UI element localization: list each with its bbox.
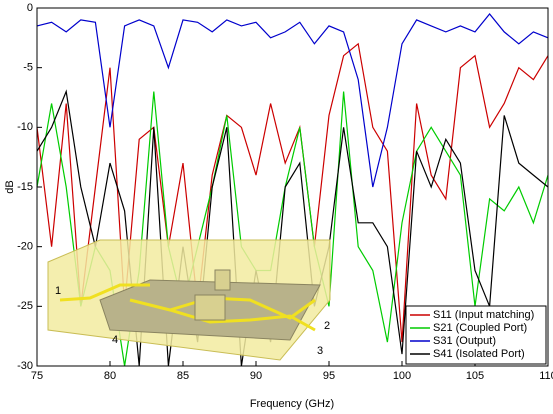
x-tick-label: 95: [323, 370, 335, 382]
chart: Frequency (GHz) dB 1 2 3 4 7580859095100…: [0, 0, 553, 414]
x-tick-label: 85: [177, 370, 189, 382]
x-tick-label: 105: [466, 370, 484, 382]
legend-label: S41 (Isolated Port): [433, 348, 525, 360]
x-tick-label: 80: [104, 370, 116, 382]
y-tick-label: -10: [17, 121, 33, 133]
y-tick-label: -15: [17, 181, 33, 193]
y-tick-label: -20: [17, 241, 33, 253]
y-axis-label: dB: [4, 180, 16, 193]
y-tick-label: -25: [17, 300, 33, 312]
port-label: 4: [112, 334, 118, 346]
legend-label: S11 (Input matching): [433, 309, 534, 321]
inset-post: [215, 270, 230, 290]
x-tick-label: 90: [250, 370, 262, 382]
x-tick-label: 110: [539, 370, 553, 382]
x-axis-label: Frequency (GHz): [250, 398, 334, 410]
port-label: 1: [55, 285, 61, 297]
legend-label: S31 (Output): [433, 335, 496, 347]
legend-label: S21 (Coupled Port): [433, 322, 527, 334]
port-label: 3: [317, 345, 323, 357]
y-tick-label: 0: [27, 2, 33, 14]
y-tick-label: -5: [23, 62, 33, 74]
inset-cavity: [195, 295, 225, 320]
y-tick-label: -30: [17, 360, 33, 372]
x-tick-label: 100: [393, 370, 411, 382]
port-label: 2: [324, 320, 330, 332]
